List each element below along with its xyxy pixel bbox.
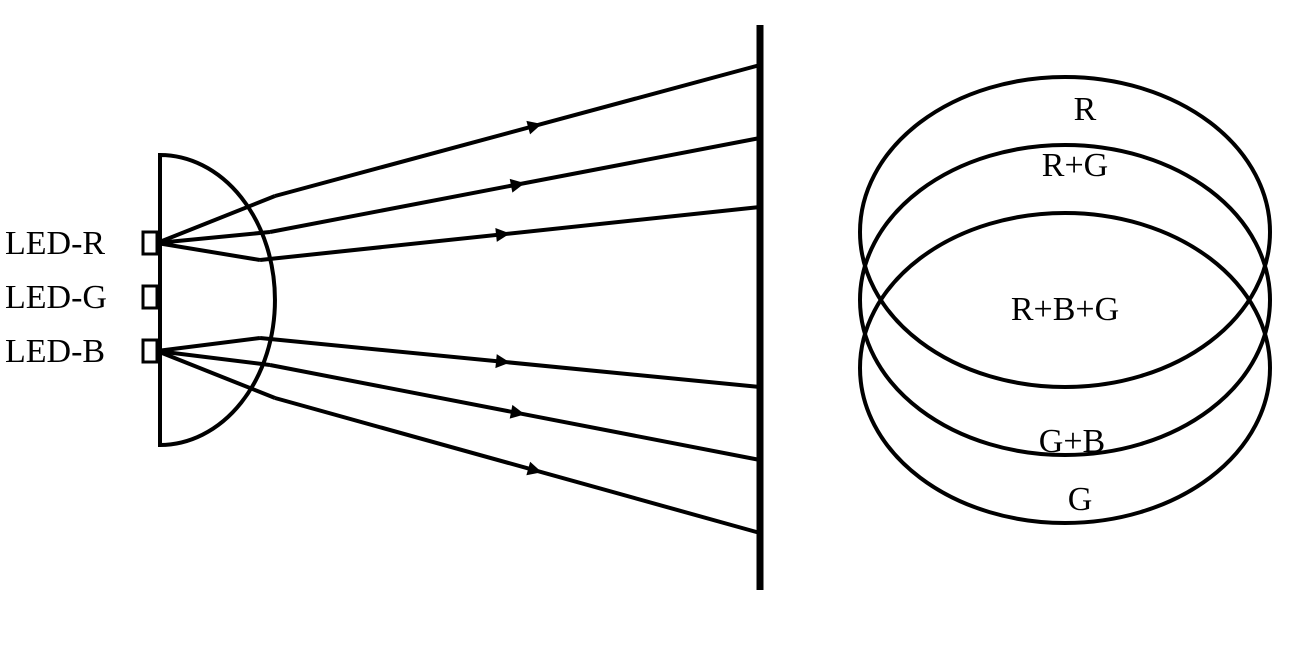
venn-label-gb: G+B — [1039, 423, 1105, 460]
venn-label-rg: R+G — [1042, 147, 1108, 184]
ray-arrowhead — [495, 354, 510, 368]
lens-outline — [160, 155, 275, 445]
venn-label-r: R — [1074, 91, 1097, 128]
venn-label-g: G — [1068, 481, 1093, 518]
led-box-g — [143, 286, 157, 308]
led-box-r — [143, 232, 157, 254]
ray-arrowhead — [510, 405, 525, 419]
venn-ellipse-r — [860, 77, 1270, 387]
venn-ellipse-g — [860, 213, 1270, 523]
led-box-b — [143, 340, 157, 362]
led-label-g: LED-G — [5, 279, 107, 316]
ray-out-5 — [275, 398, 760, 533]
ray-in-3 — [157, 338, 260, 351]
ray-out-0 — [275, 65, 760, 196]
ray-arrowhead — [510, 179, 525, 193]
venn-label-rbg: R+B+G — [1011, 291, 1119, 328]
led-label-r: LED-R — [5, 225, 105, 262]
ray-in-2 — [157, 243, 260, 260]
led-label-b: LED-B — [5, 333, 105, 370]
